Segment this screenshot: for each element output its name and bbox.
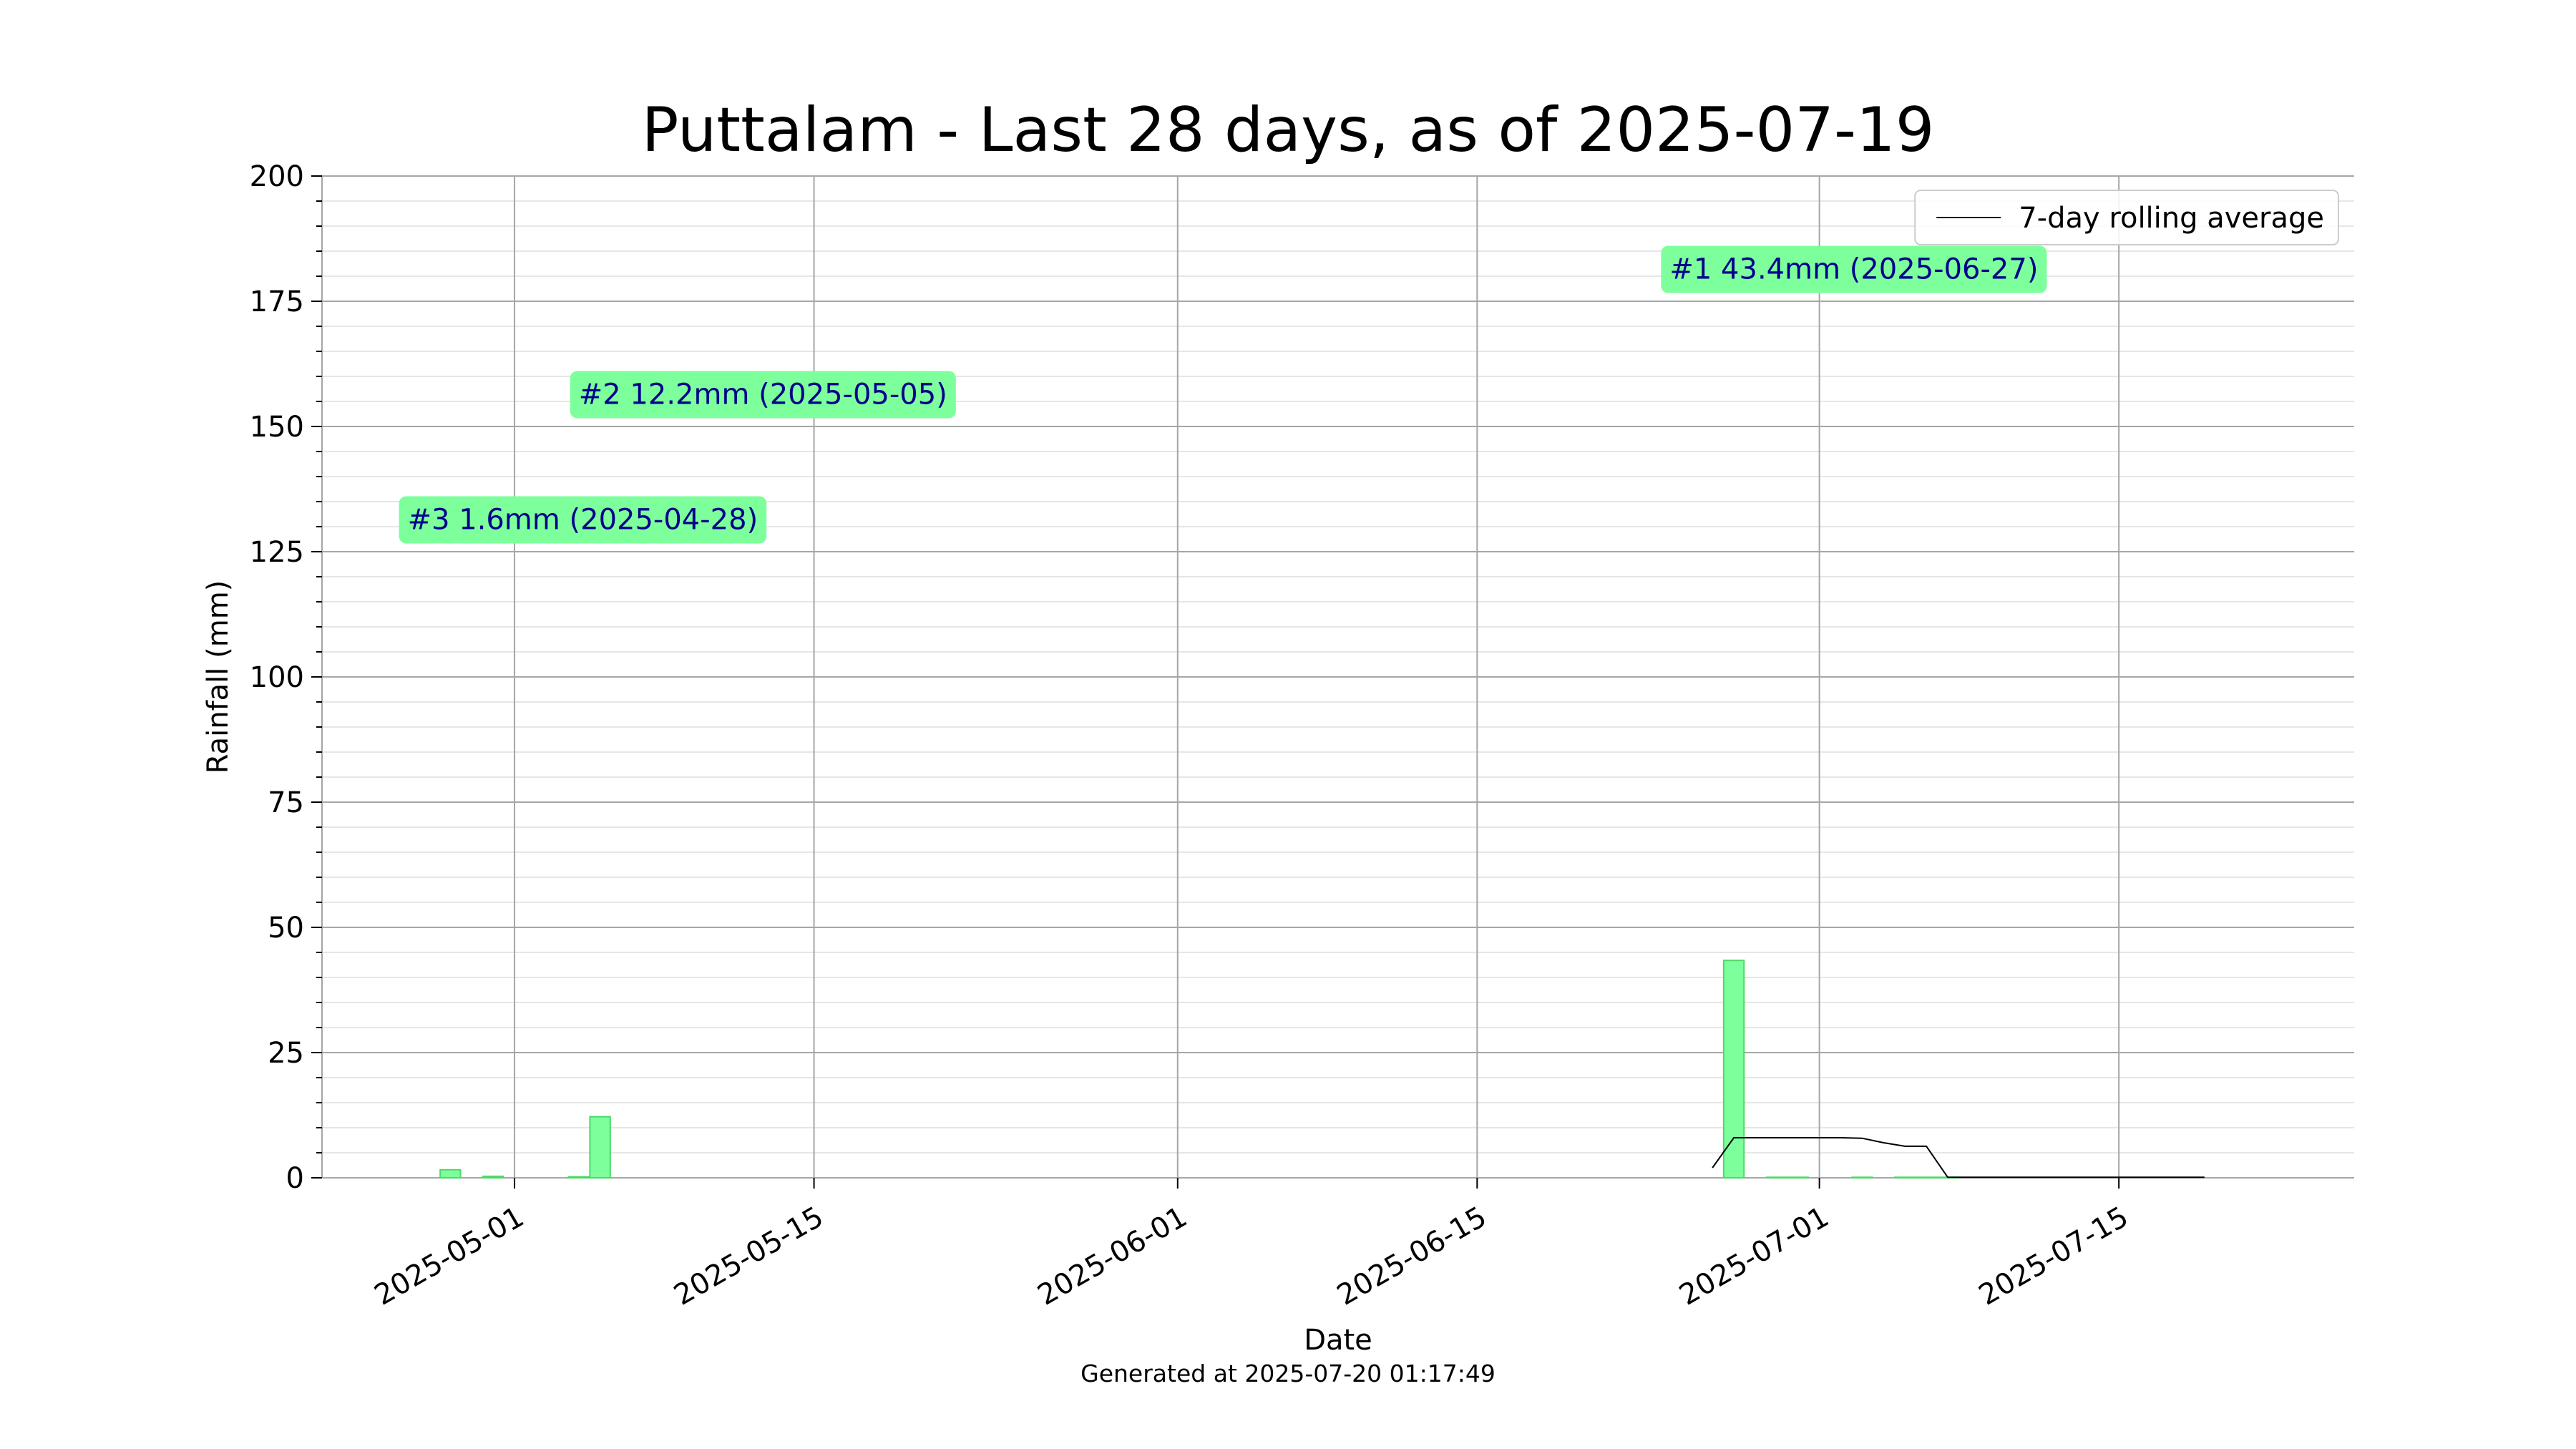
x-tick-label: 2025-06-01	[1032, 1201, 1192, 1312]
y-tick-label: 125	[250, 536, 304, 569]
ranking-annotation: #1 43.4mm (2025-06-27)	[1661, 245, 2047, 293]
y-axis-label: Rainfall (mm)	[202, 580, 235, 774]
y-tick-label: 0	[286, 1162, 304, 1195]
legend-label: 7-day rolling average	[2019, 202, 2324, 235]
rainfall-bar	[1722, 960, 1745, 1179]
x-tick-label: 2025-05-01	[369, 1201, 530, 1312]
x-tick-label: 2025-07-01	[1674, 1201, 1834, 1312]
annotation-text: #3 1.6mm (2025-04-28)	[408, 504, 758, 537]
x-axis-label: Date	[1304, 1324, 1372, 1357]
y-tick-label: 25	[268, 1037, 304, 1070]
rainfall-bar	[1765, 1176, 1788, 1179]
legend: 7-day rolling average	[1914, 190, 2339, 245]
rainfall-bar	[1894, 1176, 1916, 1179]
legend-box	[1914, 190, 2339, 245]
x-tick-label: 2025-06-15	[1332, 1201, 1492, 1312]
x-tick-label: 2025-07-15	[1974, 1201, 2134, 1312]
generated-timestamp: Generated at 2025-07-20 01:17:49	[1080, 1360, 1496, 1387]
rainfall-bar	[1787, 1176, 1809, 1179]
y-tick-label: 100	[250, 661, 304, 694]
y-tick-label: 175	[250, 286, 304, 318]
y-tick-label: 200	[250, 160, 304, 193]
annotation-box	[570, 371, 956, 419]
y-tick-label: 50	[268, 912, 304, 945]
rainfall-bar	[482, 1175, 504, 1179]
annotation-box	[1661, 245, 2047, 293]
ranking-annotation: #3 1.6mm (2025-04-28)	[399, 496, 767, 544]
x-tick-label: 2025-05-15	[668, 1201, 829, 1312]
rainfall-bar	[1851, 1176, 1873, 1179]
rainfall-bar	[589, 1116, 611, 1179]
annotation-text: #1 43.4mm (2025-06-27)	[1669, 253, 2038, 286]
ranking-annotation: #2 12.2mm (2025-05-05)	[570, 371, 956, 419]
rainfall-bar	[439, 1169, 462, 1179]
annotation-text: #2 12.2mm (2025-05-05)	[579, 379, 947, 411]
y-tick-label: 75	[268, 786, 304, 819]
rainfall-bar	[1915, 1176, 1938, 1179]
rainfall-bar	[567, 1176, 590, 1179]
annotation-box	[399, 496, 767, 544]
chart-title: Puttalam - Last 28 days, as of 2025-07-1…	[641, 94, 1935, 166]
rolling-average-line	[1712, 1137, 2205, 1179]
y-tick-label: 150	[250, 411, 304, 444]
